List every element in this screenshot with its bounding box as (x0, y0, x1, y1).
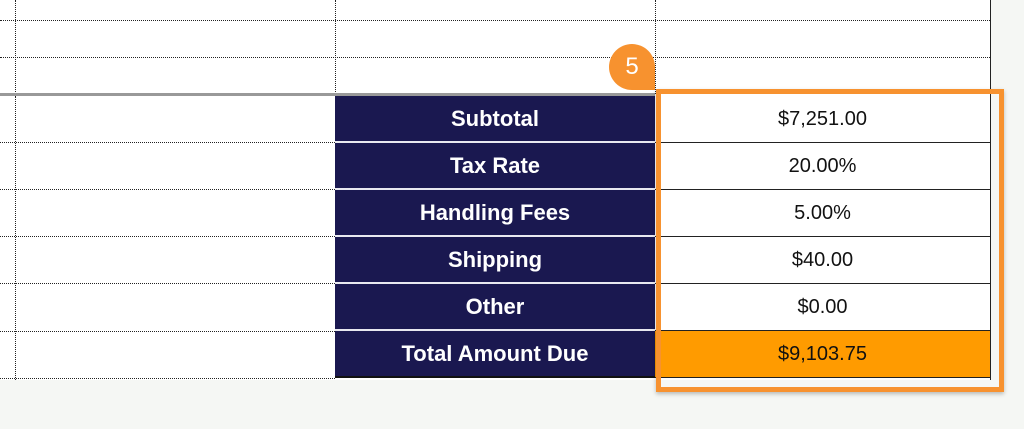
summary-value-cell[interactable]: $0.00 (655, 284, 990, 331)
grid-line (0, 378, 335, 379)
summary-row-handling-fees: Handling Fees 5.00% (335, 190, 990, 237)
grid-line (655, 0, 656, 94)
summary-label: Handling Fees (335, 190, 655, 237)
section-divider (0, 93, 655, 96)
grid-line (0, 236, 335, 237)
summary-value-cell[interactable]: 5.00% (655, 190, 990, 237)
step-badge: 5 (609, 44, 655, 90)
summary-row-total: Total Amount Due $9,103.75 (335, 331, 990, 378)
grid-line (15, 96, 16, 380)
total-value-cell[interactable]: $9,103.75 (655, 331, 990, 378)
summary-row-shipping: Shipping $40.00 (335, 237, 990, 284)
grid-line (0, 57, 990, 58)
summary-value-cell[interactable]: 20.00% (655, 143, 990, 190)
summary-value-cell[interactable]: $7,251.00 (655, 96, 990, 143)
step-number: 5 (625, 53, 639, 80)
summary-label: Subtotal (335, 96, 655, 143)
grid-line (15, 0, 16, 94)
summary-row-tax-rate: Tax Rate 20.00% (335, 143, 990, 190)
grid-line (0, 331, 335, 332)
summary-label: Tax Rate (335, 143, 655, 190)
grid-line (0, 283, 335, 284)
summary-label: Other (335, 284, 655, 331)
summary-label: Shipping (335, 237, 655, 284)
highlight-box (656, 89, 1004, 392)
grid-line (0, 20, 990, 21)
summary-value-cell[interactable]: $40.00 (655, 237, 990, 284)
grid-line (335, 0, 336, 94)
grid-line (0, 189, 335, 190)
summary-row-subtotal: Subtotal $7,251.00 (335, 96, 990, 143)
summary-label: Total Amount Due (335, 331, 655, 378)
summary-row-other: Other $0.00 (335, 284, 990, 331)
grid-line (0, 142, 335, 143)
